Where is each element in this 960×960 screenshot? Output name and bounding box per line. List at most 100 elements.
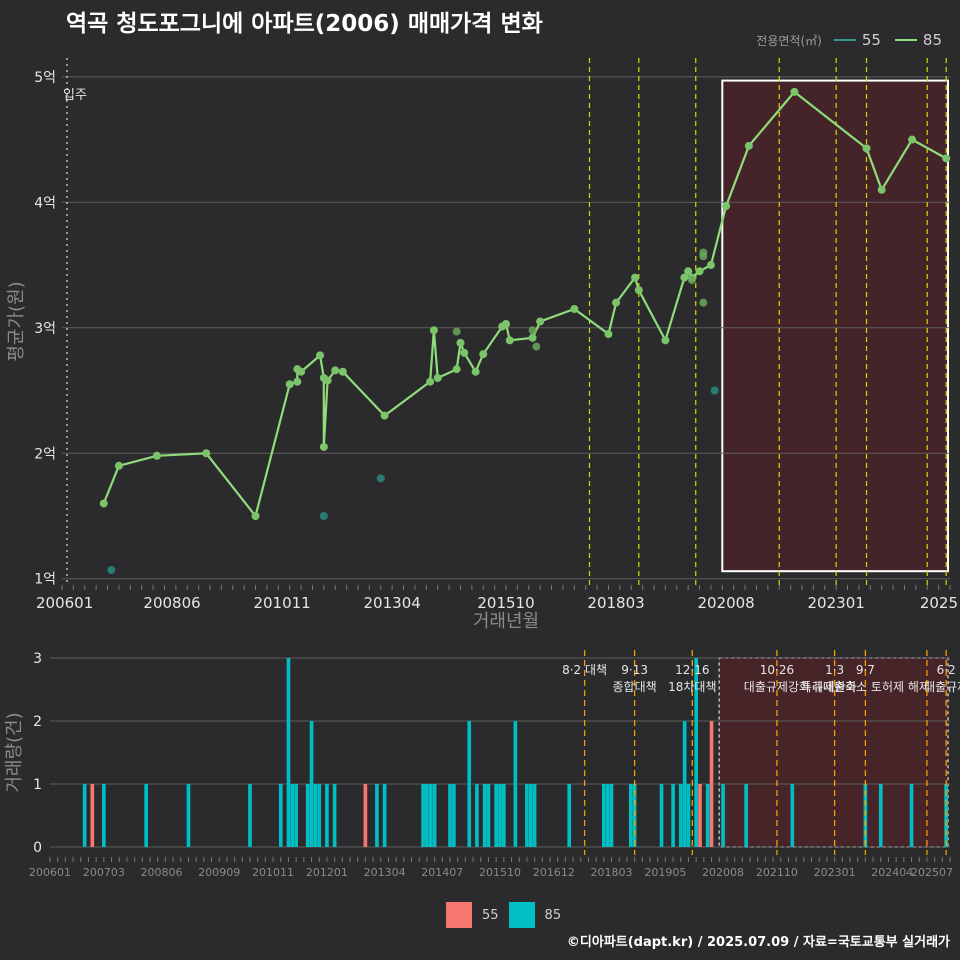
x-tick-label: 201011 [252,866,294,879]
bar-85 [290,784,295,847]
bar-85 [482,784,487,847]
bar-85 [448,784,452,847]
bar-85 [305,784,310,847]
legend-swatch-85 [508,902,535,928]
policy-label: 1·3 [825,663,844,677]
bar-85 [428,784,433,847]
x-tick-label: 201011 [253,594,310,612]
point-85 [319,442,328,451]
x-tick-label: 2025 [920,594,958,612]
x-tick-label: 201803 [587,594,644,612]
point-85 [502,320,510,329]
bar-85 [602,784,606,847]
x-tick-label: 202110 [756,866,798,879]
bar-85 [475,784,479,847]
page-title: 역곡 청도포그니에 아파트(2006) 매매가격 변화 [66,11,543,37]
x-axis-title: 거래년월 [473,611,539,632]
point-85 [505,336,514,345]
point-85-extra [528,326,537,335]
point-85 [331,366,340,375]
point-85 [380,411,389,420]
bar-55 [363,784,368,847]
bar-55 [90,784,95,847]
x-tick-label: 200601 [36,594,93,612]
x-tick-label: 200806 [143,594,200,612]
y-axis-title: 거래량(건) [4,712,25,792]
point-85 [908,135,917,144]
bar-85 [678,784,683,847]
point-85-extra [699,298,708,307]
bar-85 [486,784,491,847]
bar-85 [525,784,529,847]
point-85-extra [699,252,708,261]
x-tick-label: 200909 [198,866,240,879]
point-85 [790,87,799,96]
policy-label: 대출규제강화 [744,680,810,694]
point-85 [297,367,306,376]
point-85 [471,367,480,376]
point-55 [376,474,385,483]
x-tick-label: 202008 [697,594,754,612]
point-85 [862,144,871,153]
bar-85 [248,784,252,847]
bar-85 [467,721,472,847]
bar-85 [144,784,148,847]
point-85 [722,202,731,211]
legend-label-55: 55 [861,31,881,49]
legend-bottom: 55 85 [446,902,561,928]
point-85 [99,499,108,508]
y-tick-label: 0 [33,840,42,856]
point-85 [293,377,302,386]
bar-85 [605,784,610,847]
x-tick-label: 201510 [479,866,521,879]
bar-85 [705,784,710,847]
y-tick-label: 3억 [34,321,56,337]
x-tick-label: 202008 [702,866,744,879]
bar-85 [671,784,675,847]
bar-85 [452,784,456,847]
bar-85 [421,784,425,847]
bar-85 [567,784,572,847]
point-85 [744,141,753,150]
bar-85 [286,658,291,847]
legend-bottom-label-85: 85 [544,907,562,923]
legend-bottom-label-55: 55 [482,907,499,923]
point-85 [634,286,643,295]
policy-label: 대출규제 [924,680,960,694]
bar-85 [609,784,614,847]
policy-label: 종합대책 [613,679,657,694]
point-85 [631,273,640,282]
legend-label-85: 85 [922,31,942,49]
bar-85 [694,658,698,847]
x-tick-label: 201905 [644,866,686,879]
y-tick-label: 4억 [34,195,56,211]
x-tick-label: 201304 [364,594,421,612]
bar-85 [102,784,106,847]
x-tick-label: 202404 [871,866,913,879]
point-85 [528,333,537,342]
x-tick-label: 202301 [814,866,856,879]
x-tick-label: 201510 [477,594,534,612]
bar-85 [628,784,633,847]
bar-85 [82,784,87,847]
bar-55 [709,721,714,847]
bar-85 [313,784,318,847]
bar-85 [721,784,725,847]
policy-label: 12·16 [675,663,709,677]
highlight-box [721,79,949,573]
point-85 [684,267,693,276]
x-tick-label: 201407 [421,866,463,879]
bar-85 [278,784,283,847]
bar-85 [744,784,748,847]
legend-key-85 [894,39,917,41]
bar-85 [317,784,322,847]
bar-85 [909,784,914,847]
point-85 [460,348,469,357]
policy-label: 6·2 [937,663,956,677]
point-85 [426,377,435,386]
policy-label: 9·7 [856,663,875,677]
y-axis-title: 평균가(원) [6,281,27,361]
legend-title: 전용면적(㎡) [756,33,822,48]
point-85 [323,376,332,385]
point-85 [706,261,715,270]
